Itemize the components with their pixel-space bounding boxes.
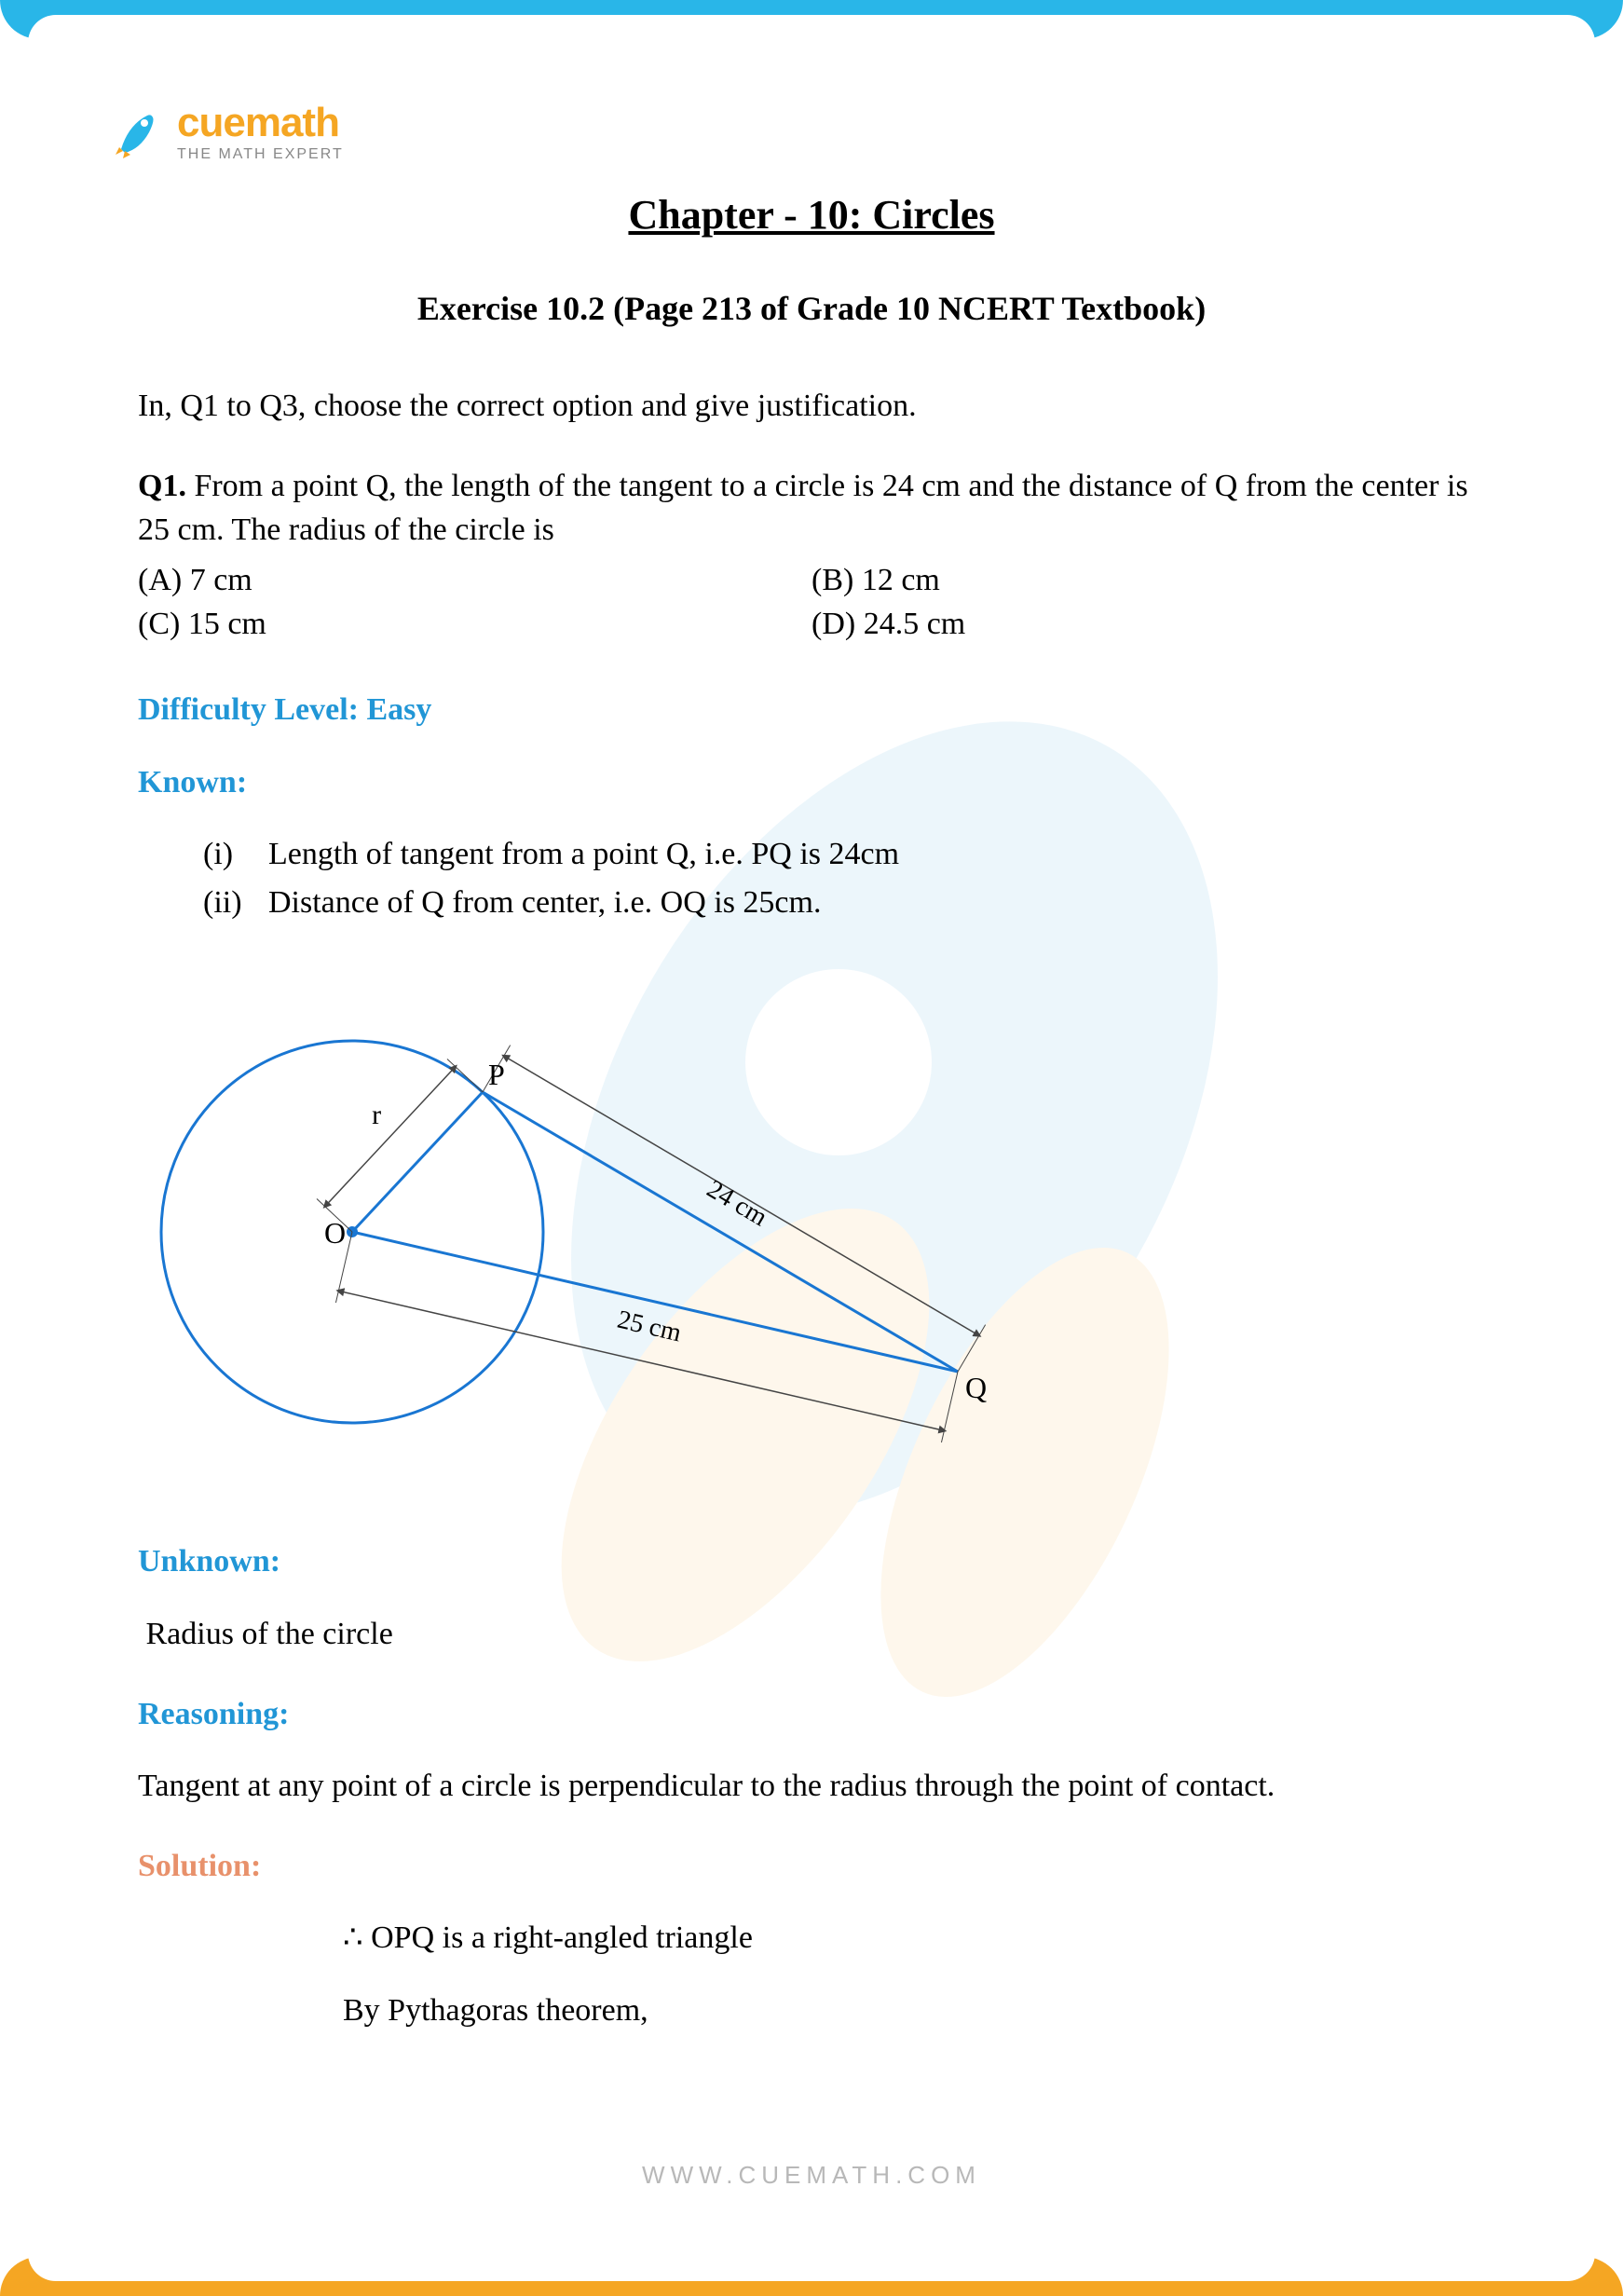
svg-text:P: P (488, 1058, 505, 1091)
svg-text:25 cm: 25 cm (615, 1305, 685, 1348)
solution-line: By Pythagoras theorem, (343, 1988, 1485, 2033)
question-label: Q1. (138, 469, 186, 503)
solution-label: Solution: (138, 1844, 1485, 1889)
known-list: (i)Length of tangent from a point Q, i.e… (138, 832, 1485, 924)
chapter-title: Chapter - 10: Circles (138, 186, 1485, 244)
rocket-icon (112, 106, 164, 158)
svg-text:O: O (324, 1216, 346, 1250)
svg-text:r: r (372, 1100, 381, 1130)
unknown-text: Radius of the circle (138, 1612, 1485, 1657)
known-label: Known: (138, 760, 1485, 805)
solution-line: ∴ OPQ is a right-angled triangle (343, 1916, 1485, 1961)
known-item: (i)Length of tangent from a point Q, i.e… (203, 832, 1485, 877)
option-c: (C) 15 cm (138, 602, 812, 647)
known-item-num: (ii) (203, 881, 268, 925)
intro-text: In, Q1 to Q3, choose the correct option … (138, 384, 1485, 429)
logo: cuemath THE MATH EXPERT (112, 102, 344, 162)
logo-tagline: THE MATH EXPERT (177, 147, 344, 162)
question-options: (A) 7 cm (B) 12 cm (C) 15 cm (D) 24.5 cm (138, 558, 1485, 647)
known-item-text: Length of tangent from a point Q, i.e. P… (268, 837, 899, 871)
reasoning-label: Reasoning: (138, 1692, 1485, 1737)
known-item-text: Distance of Q from center, i.e. OQ is 25… (268, 885, 821, 920)
footer-url: WWW.CUEMATH.COM (56, 2161, 1567, 2190)
unknown-label: Unknown: (138, 1539, 1485, 1584)
bottom-border (0, 2257, 1623, 2296)
svg-text:24 cm: 24 cm (702, 1175, 772, 1233)
logo-name: cuemath (177, 102, 344, 144)
geometry-diagram: r 24 cm 25 cm O P Q (138, 971, 1485, 1511)
option-d: (D) 24.5 cm (812, 602, 1485, 647)
question-text: Q1. From a point Q, the length of the ta… (138, 464, 1485, 553)
question-body: From a point Q, the length of the tangen… (138, 469, 1468, 548)
exercise-title: Exercise 10.2 (Page 213 of Grade 10 NCER… (138, 285, 1485, 332)
known-item-num: (i) (203, 832, 268, 877)
svg-text:Q: Q (965, 1371, 987, 1404)
difficulty-label: Difficulty Level: Easy (138, 688, 1485, 732)
option-a: (A) 7 cm (138, 558, 812, 603)
content: Chapter - 10: Circles Exercise 10.2 (Pag… (138, 186, 1485, 2060)
page: cuemath THE MATH EXPERT Chapter - 10: Ci… (56, 56, 1567, 2240)
unknown-text-body: Radius of the circle (146, 1617, 393, 1651)
solution-block: ∴ OPQ is a right-angled triangle By Pyth… (138, 1916, 1485, 2032)
known-item: (ii)Distance of Q from center, i.e. OQ i… (203, 881, 1485, 925)
top-border (0, 0, 1623, 39)
reasoning-text: Tangent at any point of a circle is perp… (138, 1764, 1485, 1809)
option-b: (B) 12 cm (812, 558, 1485, 603)
